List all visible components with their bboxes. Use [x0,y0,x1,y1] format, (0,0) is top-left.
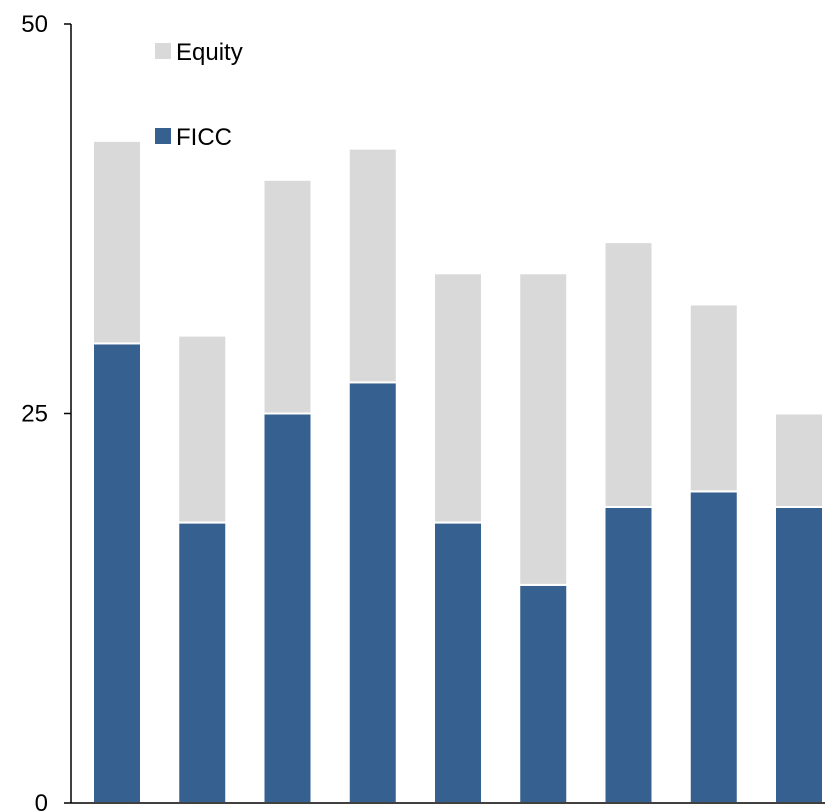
bar-equity-8 [688,303,739,493]
y-tick-label-50: 50 [21,11,48,38]
y-tick-label-0: 0 [35,790,48,811]
bar-equity-4 [347,147,398,384]
legend-swatch-ficc [155,128,171,144]
bar-equity-2 [177,334,228,524]
legend-label-ficc: FICC [176,124,232,151]
legend-swatch-equity [155,43,171,59]
bar-ficc-4 [347,381,398,804]
bar-ficc-8 [688,490,739,804]
legend-label-equity: Equity [176,39,243,66]
bar-ficc-3 [262,412,313,804]
bar-ficc-6 [518,583,569,804]
legend: Equity FICC [155,39,243,151]
bars-group [92,139,824,804]
bar-equity-1 [92,139,142,345]
bar-ficc-5 [433,521,483,804]
bar-equity-7 [603,241,654,508]
y-ticks-group: 0 25 50 [21,11,71,811]
bar-equity-9 [774,412,824,508]
y-tick-label-25: 25 [21,401,48,428]
bar-equity-6 [518,272,569,586]
bar-ficc-1 [92,342,142,804]
bar-ficc-7 [603,505,654,804]
bar-ficc-2 [177,521,228,804]
bar-ficc-9 [774,505,824,804]
bar-equity-3 [262,178,313,415]
bar-equity-5 [433,272,483,524]
